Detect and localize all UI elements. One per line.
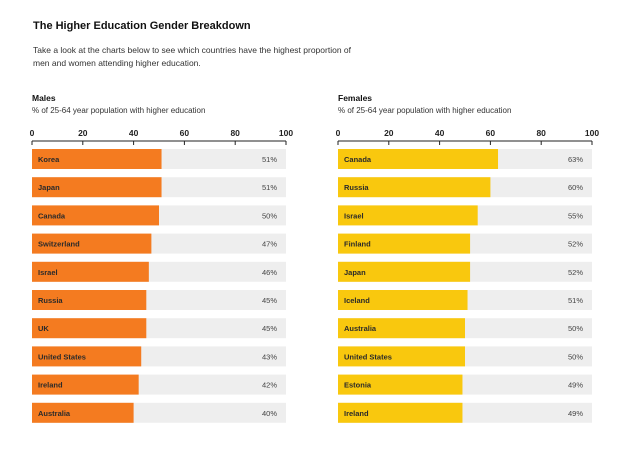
males-chart-title: Males	[32, 93, 56, 103]
females-x-tick-label: 40	[435, 128, 445, 138]
males-bar	[32, 149, 162, 169]
females-bar	[338, 177, 491, 198]
females-x-tick-label: 100	[585, 128, 599, 138]
females-bar	[338, 374, 463, 395]
females-bar-category-label: Estonia	[344, 381, 372, 390]
females-bar-value-label: 50%	[568, 324, 583, 333]
females-bar-value-label: 50%	[568, 352, 583, 361]
females-bar-category-label: United States	[344, 352, 392, 361]
females-bar	[338, 318, 465, 339]
males-bar-category-label: Japan	[38, 183, 60, 192]
males-bar-value-label: 43%	[262, 352, 277, 361]
males-x-tick-label: 40	[129, 128, 139, 138]
females-bar-category-label: Israel	[344, 211, 364, 220]
males-x-tick-label: 60	[180, 128, 190, 138]
males-bar-category-label: Australia	[38, 409, 71, 418]
males-bar-category-label: Switzerland	[38, 240, 80, 249]
males-bar-value-label: 51%	[262, 183, 277, 192]
males-bar	[32, 346, 142, 367]
females-bar	[338, 290, 468, 310]
females-x-tick-label: 80	[536, 128, 546, 138]
females-bar-chart: 0 20 40 60 80 100 Canada 63% Russia 60% Israel 55% F…	[336, 128, 599, 423]
males-bar	[32, 205, 159, 226]
males-bar-value-label: 45%	[262, 324, 277, 333]
females-x-tick-label: 0	[336, 128, 341, 138]
males-bar-value-label: 50%	[262, 211, 277, 220]
males-bar	[32, 374, 139, 395]
males-bar	[32, 318, 147, 339]
females-bar-value-label: 63%	[568, 155, 583, 164]
males-x-tick-label: 80	[230, 128, 240, 138]
females-bar-value-label: 49%	[568, 409, 583, 418]
males-bar-value-label: 40%	[262, 409, 277, 418]
females-bar-value-label: 49%	[568, 381, 583, 390]
males-bar-value-label: 42%	[262, 381, 277, 390]
males-bar-category-label: Korea	[38, 155, 60, 164]
males-bar-category-label: United States	[38, 352, 86, 361]
males-bar-category-label: Russia	[38, 296, 63, 305]
females-bar	[338, 402, 463, 423]
females-x-tick-label: 20	[384, 128, 394, 138]
males-bar-value-label: 47%	[262, 240, 277, 249]
males-bar-category-label: Ireland	[38, 381, 63, 390]
males-chart-panel: Males % of 25-64 year population with hi…	[29, 93, 293, 433]
males-bar-value-label: 45%	[262, 296, 277, 305]
females-bar-value-label: 52%	[568, 268, 583, 277]
females-bar-value-label: 52%	[568, 240, 583, 249]
females-bar-category-label: Canada	[344, 155, 372, 164]
females-bar-category-label: Ireland	[344, 409, 369, 418]
females-bar-category-label: Australia	[344, 324, 377, 333]
females-bar	[338, 261, 471, 282]
females-bar	[338, 149, 499, 169]
males-bar	[32, 233, 152, 254]
males-x-tick-label: 20	[78, 128, 88, 138]
females-chart-panel: Females % of 25-64 year population with …	[335, 93, 599, 433]
females-bar-value-label: 51%	[568, 296, 583, 305]
females-bar	[338, 346, 465, 367]
females-bar-category-label: Iceland	[344, 296, 370, 305]
males-chart-xlabel: % of 25-64 year population with higher e…	[32, 106, 206, 115]
males-bar	[32, 290, 147, 310]
page-title: The Higher Education Gender Breakdown	[33, 20, 251, 32]
males-bar	[32, 177, 162, 198]
females-bar-value-label: 60%	[568, 183, 583, 192]
males-bar-category-label: Canada	[38, 211, 66, 220]
females-bar-category-label: Finland	[344, 240, 371, 249]
males-bar-category-label: Israel	[38, 268, 58, 277]
page-subtitle: Take a look at the charts below to see w…	[33, 45, 351, 68]
males-bar-category-label: UK	[38, 324, 49, 333]
males-bar	[32, 261, 149, 282]
males-bar-value-label: 46%	[262, 268, 277, 277]
males-bar-value-label: 51%	[262, 155, 277, 164]
females-x-tick-label: 60	[486, 128, 496, 138]
males-bar	[32, 402, 134, 423]
females-chart-xlabel: % of 25-64 year population with higher e…	[338, 106, 512, 115]
females-bar	[338, 205, 478, 226]
females-bar	[338, 233, 471, 254]
females-bar-category-label: Japan	[344, 268, 366, 277]
males-bar-chart: 0 20 40 60 80 100 Korea 51% Japan 51% Canada 50% Swi…	[30, 128, 293, 423]
females-chart-title: Females	[338, 93, 373, 103]
males-x-tick-label: 100	[279, 128, 293, 138]
females-bar-value-label: 55%	[568, 211, 583, 220]
females-bar-category-label: Russia	[344, 183, 369, 192]
males-x-tick-label: 0	[30, 128, 35, 138]
